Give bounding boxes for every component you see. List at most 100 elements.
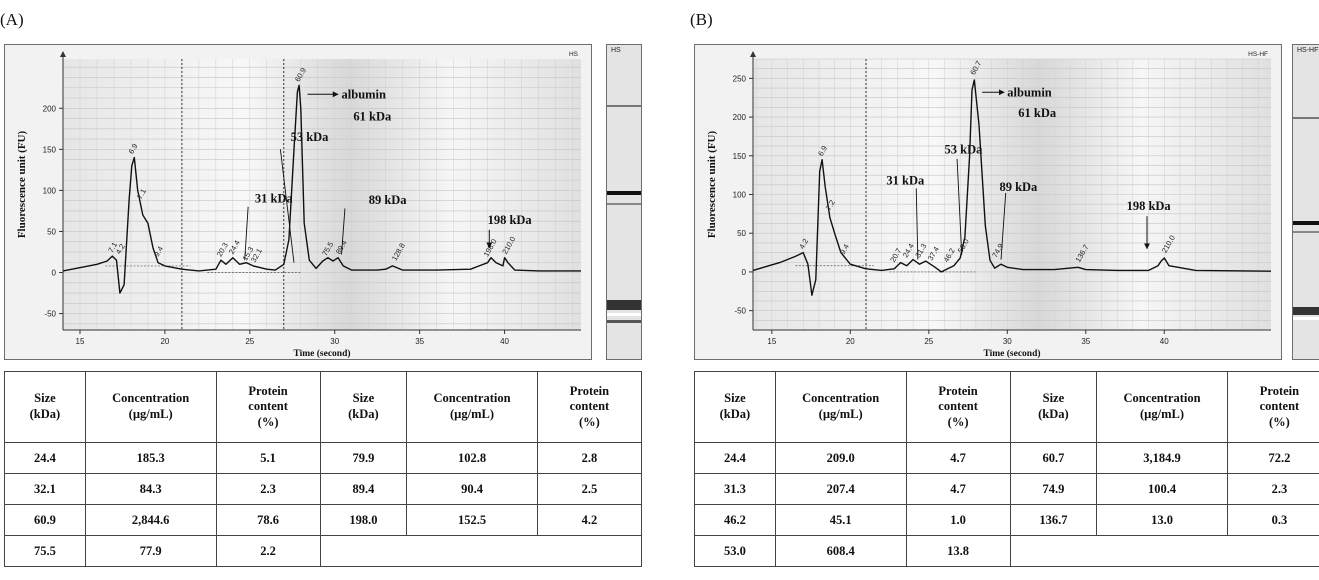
y-tick-label: 200 [733,113,747,122]
column-header-line: content [938,399,978,414]
column-header-line: Concentration [112,391,190,406]
panel-label: (B) [690,10,713,29]
column-header: Size (kDa) [319,371,408,443]
y-tick-label: 0 [742,268,747,277]
column-header-line: Size [724,391,746,406]
table-cell: 3,184.9 [1096,442,1228,474]
gel-band [1293,317,1319,320]
gel-band [1293,117,1319,119]
column-header: Concentration (µg/mL) [774,371,907,443]
column-header-line: Size [34,391,56,406]
annotation-line [1000,192,1007,260]
table-cell: 185.3 [84,442,217,474]
table-cell: 84.3 [84,473,217,505]
column-header-line: (µg/mL) [128,407,173,421]
table-cell: 2.3 [215,473,321,505]
column-header-line: Concentration [433,391,511,406]
annotation-label: 61 kDa [353,109,392,123]
table-cell: 608.4 [774,535,907,567]
table-cell: 4.7 [905,442,1011,474]
table-cell: 4.2 [536,504,643,536]
plot-tag: HS-HF [1248,51,1268,58]
column-header-line: content [1259,399,1300,414]
column-header-line: Size [352,391,375,406]
x-tick-label: 30 [1003,337,1012,346]
table-cell: 24.4 [694,442,776,474]
data-table: Size (kDa) Concentration (µg/mL) Protein cont… [694,371,1319,567]
column-header-line: (%) [1269,414,1290,429]
table-row: 24.4 185.3 5.1 79.9 102.8 2.8 [4,442,643,474]
annotation-label: albumin [1007,85,1052,99]
annotation-label: 89 kDa [369,193,408,207]
table-row: 53.0 608.4 13.8 [694,535,1319,567]
table-cell: 2.3 [1226,473,1319,505]
y-tick-label: -50 [734,307,746,316]
peak-label: 6.9 [816,144,829,158]
table-cell: 4.7 [905,473,1011,505]
y-axis-arrow [60,51,66,57]
column-header-line: (%) [947,414,969,429]
gel-band [1293,231,1319,233]
table-cell: 78.6 [215,504,321,536]
data-table: Size (kDa) Concentration (µg/mL) Protein cont… [4,371,643,567]
x-tick-label: 40 [500,337,509,346]
table-cell: 152.5 [406,504,538,536]
table-cell: 209.0 [774,442,907,474]
y-tick-label: 50 [737,229,746,238]
electropherogram-chart: -50 0 50 100 150 200 15 20 25 30 35 40 Time (second)… [16,51,581,359]
table-cell: 2.2 [215,535,321,567]
annotation-label: albumin [342,87,387,101]
x-tick-label: 15 [767,337,776,346]
table-header-row: Size (kDa) Concentration (µg/mL) Protein cont… [694,371,1319,443]
panel-b: (B) -50 0 50 100 150 200 250 15 20 25 30 35 40 Time (… [690,0,1319,580]
x-axis-label: Time (second) [293,348,350,359]
gel-band [607,320,641,323]
x-tick-label: 20 [160,337,169,346]
column-header: Concentration (µg/mL) [406,371,538,443]
column-header-line: (kDa) [719,407,751,421]
table-cell: 46.2 [694,504,776,536]
x-tick-label: 35 [1081,337,1090,346]
column-header-line: (µg/mL) [450,407,495,421]
data-table-wrap: Size (kDa) Concentration (µg/mL) Protein cont… [694,371,1319,567]
annotation-line [956,158,963,255]
x-tick-label: 20 [846,337,855,346]
table-cell: 32.1 [4,473,86,505]
column-header-line: Concentration [802,391,880,406]
x-tick-label: 15 [76,337,85,346]
y-tick-label: -50 [44,310,56,319]
y-tick-label: 150 [43,145,57,154]
y-tick-label: 100 [733,191,747,200]
electropherogram-chart: -50 0 50 100 150 200 250 15 20 25 30 35 40 Time (seco… [706,51,1272,359]
column-header-line: (µg/mL) [818,407,863,421]
gel-lane: HS [606,44,642,360]
x-tick-label: 30 [330,337,339,346]
panel-label: (A) [0,10,24,29]
x-axis-label: Time (second) [983,348,1040,359]
column-header: Protein content (%) [536,371,643,443]
column-header-line: content [248,399,288,414]
column-header-line: Protein [248,383,288,398]
table-cell: 5.1 [215,442,321,474]
table-cell: 100.4 [1096,473,1228,505]
column-header-line: (kDa) [348,407,379,421]
y-axis-label: Fluorescence unit (FU) [16,131,28,239]
series-line [62,84,581,294]
table-cell: 102.8 [406,442,538,474]
series-line [752,79,1272,296]
table-cell: 72.2 [1226,442,1319,474]
column-header-line: Concentration [1123,391,1201,406]
table-cell: 60.7 [1009,442,1098,474]
x-tick-label: 35 [415,337,424,346]
annotation-label: 89 kDa [999,180,1038,194]
gel-band [607,105,641,107]
table-cell: 207.4 [774,473,907,505]
electropherogram-frame: -50 0 50 100 150 200 15 20 25 30 35 40 Time (second)… [4,44,592,360]
table-cell: 79.9 [319,442,408,474]
column-header: Concentration (µg/mL) [84,371,217,443]
table-cell: 136.7 [1009,504,1098,536]
table-cell: 2.5 [536,473,643,505]
column-header: Size (kDa) [694,371,776,443]
gel-lane: HS-HF [1292,44,1319,360]
annotation-label: 53 kDa [291,130,330,144]
